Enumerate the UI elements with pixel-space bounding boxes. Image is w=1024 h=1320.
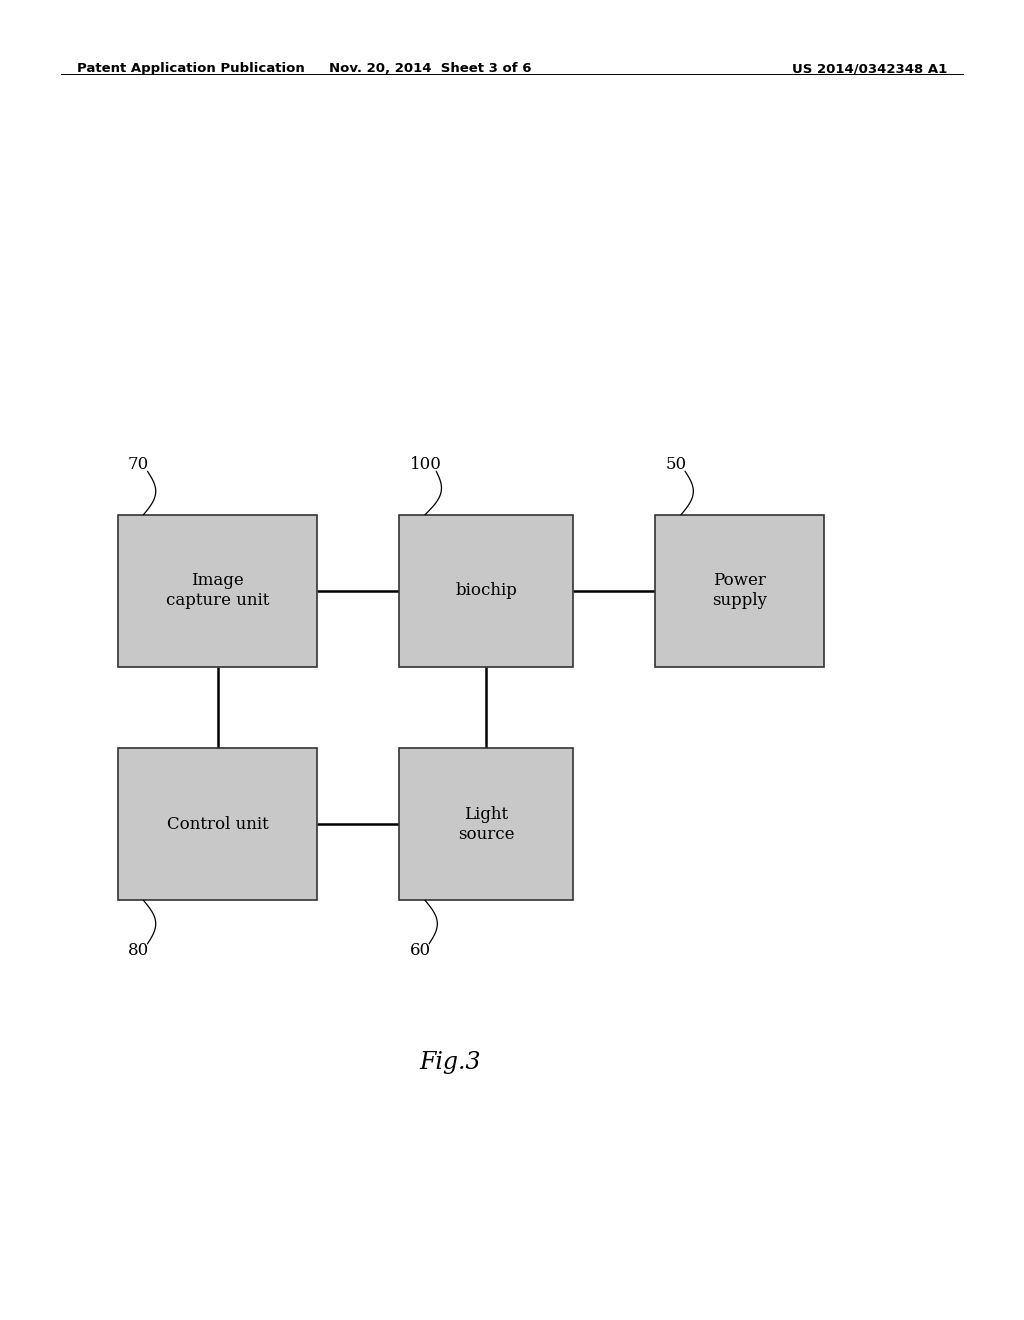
Text: Nov. 20, 2014  Sheet 3 of 6: Nov. 20, 2014 Sheet 3 of 6 — [329, 62, 531, 75]
Text: 80: 80 — [128, 942, 150, 958]
FancyBboxPatch shape — [118, 515, 317, 667]
FancyBboxPatch shape — [655, 515, 824, 667]
Text: 50: 50 — [666, 457, 687, 473]
Text: Control unit: Control unit — [167, 816, 268, 833]
Text: 100: 100 — [410, 457, 441, 473]
Text: 70: 70 — [128, 457, 150, 473]
FancyBboxPatch shape — [118, 748, 317, 900]
FancyBboxPatch shape — [399, 748, 573, 900]
Text: Power
supply: Power supply — [713, 573, 767, 609]
Text: US 2014/0342348 A1: US 2014/0342348 A1 — [792, 62, 947, 75]
Text: biochip: biochip — [456, 582, 517, 599]
Text: Image
capture unit: Image capture unit — [166, 573, 269, 609]
Text: Patent Application Publication: Patent Application Publication — [77, 62, 304, 75]
FancyBboxPatch shape — [399, 515, 573, 667]
Text: Light
source: Light source — [458, 807, 515, 842]
Text: Fig.3: Fig.3 — [420, 1051, 481, 1074]
Text: 60: 60 — [410, 942, 431, 958]
